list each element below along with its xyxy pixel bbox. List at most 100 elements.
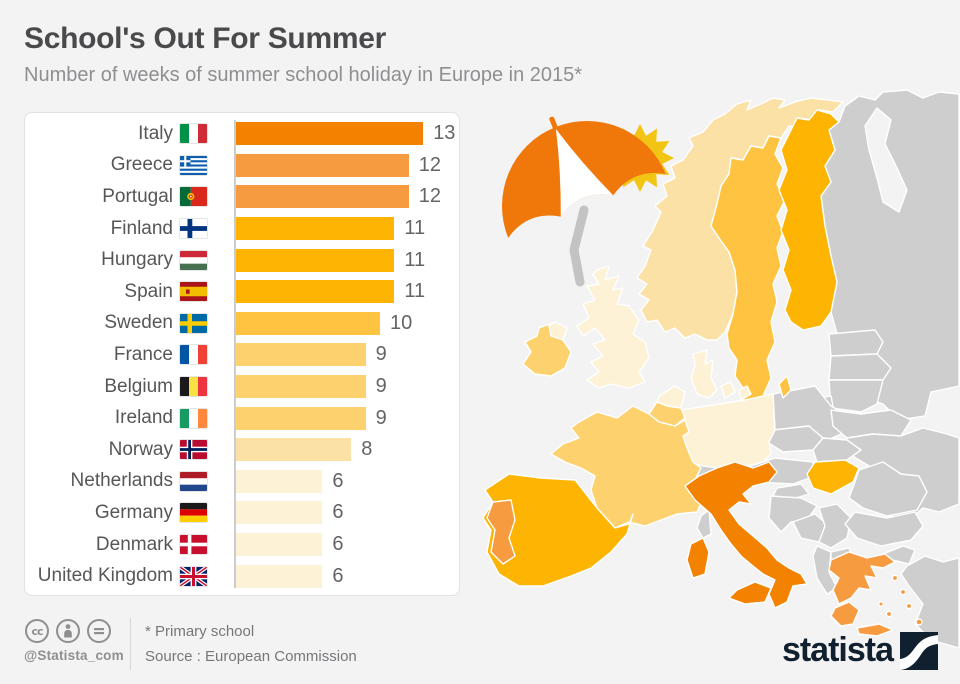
umbrella-pole-icon: [569, 205, 589, 287]
country-label: Hungary: [101, 249, 173, 271]
map-great-britain: [576, 265, 650, 389]
value-bar: [236, 469, 323, 493]
country-label: Denmark: [95, 533, 173, 555]
statista-wordmark: statista: [781, 631, 894, 669]
statista-logo: statista: [782, 631, 938, 670]
map-greek-island: [905, 602, 913, 610]
country-label: Norway: [108, 438, 173, 460]
value-label: 6: [332, 533, 344, 556]
map-greek-island: [899, 588, 907, 596]
flag-de-icon: [180, 503, 207, 523]
beach-umbrella-icon: [502, 116, 666, 238]
statista-handle: @Statista_com: [24, 648, 124, 663]
map-spain: [482, 473, 634, 587]
bar-row: Finland 11: [25, 213, 459, 245]
flag-fi-icon: [180, 219, 207, 239]
value-bar: [236, 153, 409, 177]
bar-row: Portugal 12: [25, 181, 459, 213]
cc-nd-icon: [87, 619, 111, 643]
map-portugal: [486, 499, 516, 565]
value-label: 8: [361, 438, 373, 461]
flag-fr-icon: [180, 345, 207, 365]
header: School's Out For Summer Number of weeks …: [24, 22, 582, 87]
map-latvia: [828, 353, 892, 381]
bar-chart-card: Italy 13 Greece 12 Portugal 12 Finland: [24, 112, 460, 596]
map-germany: [676, 393, 776, 469]
map-denmark-island: [720, 381, 736, 399]
footer-divider: [130, 618, 131, 670]
map-hungary: [806, 459, 860, 495]
map-serbia: [818, 503, 852, 549]
value-bar: [236, 533, 323, 557]
map-lithuania: [828, 379, 884, 413]
value-bar: [236, 438, 352, 462]
flag-nl-icon: [180, 471, 207, 491]
flag-gb-icon: [180, 566, 207, 586]
map-estonia: [828, 329, 884, 357]
bar-row: Greece 12: [25, 150, 459, 182]
value-label: 12: [418, 185, 442, 208]
map-greek-island: [885, 610, 893, 618]
value-label: 13: [433, 122, 456, 145]
value-bar: [236, 248, 395, 272]
bar-row: Ireland 9: [25, 402, 459, 434]
value-bar: [236, 311, 380, 335]
bar-row: France 9: [25, 339, 459, 371]
map-denmark: [690, 349, 718, 399]
value-bar: [236, 122, 424, 146]
page-subtitle: Number of weeks of summer school holiday…: [24, 64, 583, 86]
bar-row: Belgium 9: [25, 371, 459, 403]
value-bar: [236, 280, 395, 304]
country-label: Finland: [110, 217, 173, 239]
value-label: 6: [332, 469, 344, 492]
map-white-sea: [864, 107, 908, 213]
map-italy: [684, 461, 808, 609]
map-finland: [778, 109, 840, 331]
cc-attribution-icon: [56, 619, 80, 643]
value-bar: [236, 406, 366, 430]
value-bar: [236, 501, 323, 525]
value-label: 11: [404, 248, 426, 271]
value-label: 6: [332, 501, 344, 524]
value-bar: [236, 185, 409, 209]
country-label: Ireland: [114, 407, 173, 429]
country-label: Spain: [124, 280, 173, 302]
country-label: United Kingdom: [37, 565, 173, 587]
value-label: 9: [375, 406, 387, 429]
value-label: 9: [375, 375, 387, 398]
bar-row: Norway 8: [25, 434, 459, 466]
bar-row: Hungary 11: [25, 244, 459, 276]
flag-pt-icon: [180, 187, 207, 207]
country-label: Greece: [110, 154, 173, 176]
value-label: 11: [404, 217, 426, 240]
bar-row: Netherlands 6: [25, 466, 459, 498]
map-gotland: [778, 375, 792, 399]
flag-hu-icon: [180, 250, 207, 270]
flag-be-icon: [180, 377, 207, 397]
bar-rows: Italy 13 Greece 12 Portugal 12 Finland: [25, 113, 459, 595]
cc-icon: cc: [25, 619, 49, 643]
bar-row: Sweden 10: [25, 308, 459, 340]
map-corsica: [696, 509, 712, 539]
map-france: [550, 405, 706, 529]
country-label: France: [113, 343, 173, 365]
country-label: Sweden: [104, 312, 173, 334]
value-bar: [236, 343, 366, 367]
value-bar: [236, 217, 395, 241]
flag-es-icon: [180, 282, 207, 302]
svg-text:cc: cc: [31, 625, 43, 638]
flag-dk-icon: [180, 535, 207, 555]
footer: cc @Statista_com * Primary school Source…: [24, 618, 357, 670]
footnote: * Primary school: [145, 623, 255, 640]
value-label: 9: [375, 343, 387, 366]
map-greek-island: [891, 574, 899, 582]
page-title: School's Out For Summer: [24, 22, 386, 55]
value-bar: [236, 564, 323, 588]
value-label: 12: [418, 153, 442, 176]
flag-no-icon: [180, 440, 207, 460]
map-greece: [828, 551, 896, 605]
map-crete: [856, 623, 894, 637]
value-label: 11: [404, 280, 426, 303]
bar-row: United Kingdom 6: [25, 560, 459, 592]
